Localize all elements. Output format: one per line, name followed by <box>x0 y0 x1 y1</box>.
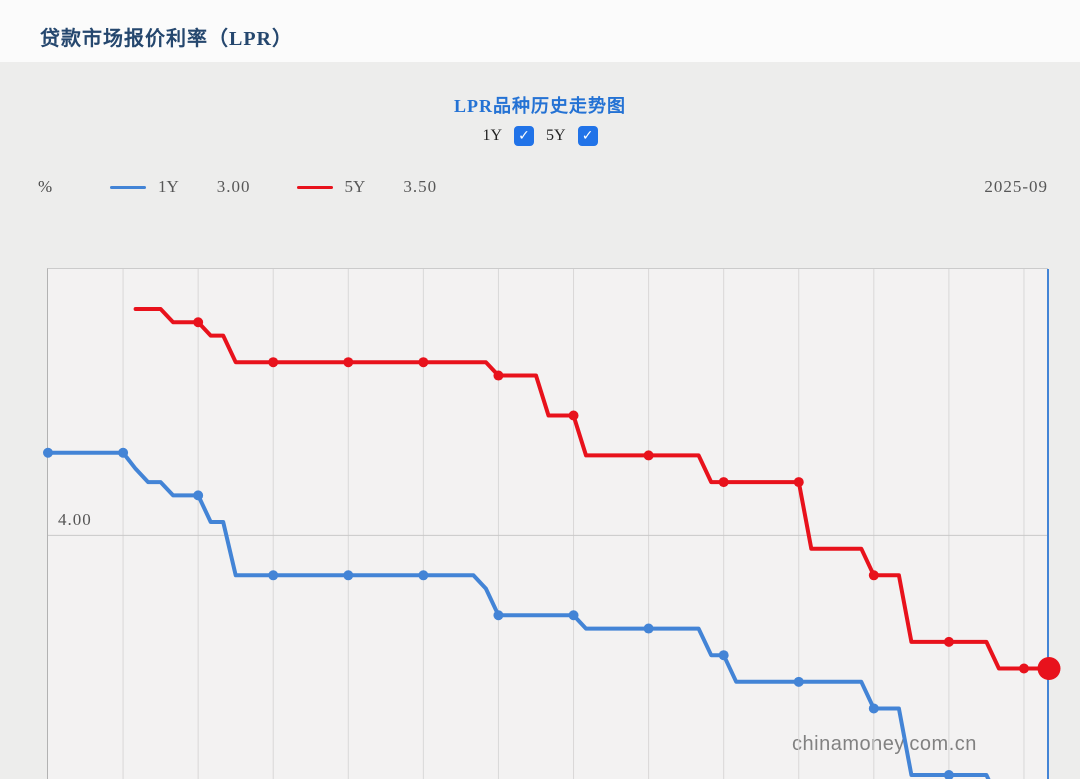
chart-title: LPR品种历史走势图 <box>454 96 626 116</box>
data-point-1y[interactable] <box>193 490 204 501</box>
current-value-dot-5y[interactable] <box>1037 657 1061 681</box>
data-point-5y[interactable] <box>418 357 429 368</box>
chart-canvas[interactable] <box>43 269 1061 779</box>
data-point-1y[interactable] <box>718 650 729 661</box>
data-point-5y[interactable] <box>568 410 579 421</box>
data-point-1y[interactable] <box>868 703 879 714</box>
data-point-1y[interactable] <box>643 623 654 634</box>
legend-item-5y[interactable]: 5Y 3.50 <box>296 177 438 197</box>
data-point-1y[interactable] <box>118 447 129 458</box>
watermark: chinamoney.com.cn <box>792 733 977 755</box>
page-header: 贷款市场报价利率（LPR） <box>0 0 1080 62</box>
data-point-1y[interactable] <box>418 570 429 581</box>
y-axis-unit: % <box>38 177 53 196</box>
legend-name-5y: 5Y <box>344 177 366 196</box>
data-point-5y[interactable] <box>493 370 504 381</box>
checkbox-1y[interactable]: ✓ <box>514 126 534 146</box>
checkmark-icon: ✓ <box>518 128 530 144</box>
data-point-1y[interactable] <box>943 770 954 779</box>
data-point-1y[interactable] <box>268 570 279 581</box>
legend-value-1y: 3.00 <box>216 177 251 196</box>
data-point-1y[interactable] <box>793 676 804 687</box>
legend-value-5y: 3.50 <box>403 177 438 196</box>
data-point-5y[interactable] <box>793 477 804 488</box>
series-line-5y <box>133 307 1051 671</box>
checkmark-icon: ✓ <box>581 128 594 144</box>
plot-area[interactable]: chinamoney.com.cn 4.00 3.00 <box>43 268 1061 779</box>
legend-swatch-1y <box>110 185 146 189</box>
data-point-1y[interactable] <box>493 610 504 621</box>
data-point-5y[interactable] <box>943 636 954 647</box>
data-point-5y[interactable] <box>718 477 729 488</box>
legend-name-1y: 1Y <box>158 177 179 196</box>
y-tick-label: 4.00 <box>58 510 92 530</box>
series-line-1y <box>46 450 991 779</box>
data-point-5y[interactable] <box>343 357 354 368</box>
legend-item-1y[interactable]: 1Y 3.00 <box>110 177 251 197</box>
data-point-5y[interactable] <box>193 317 204 328</box>
series-toggle-row: 1Y ✓ 5Y ✓ <box>0 124 1080 148</box>
page-title: 贷款市场报价利率（LPR） <box>40 28 293 50</box>
data-point-5y[interactable] <box>268 357 279 368</box>
y-tick-label: 3.00 <box>58 777 92 779</box>
toggle-label-5y: 5Y <box>546 127 566 144</box>
current-date-label: 2025-09 <box>984 177 1048 196</box>
data-point-5y[interactable] <box>643 450 654 461</box>
checkbox-5y[interactable]: ✓ <box>577 126 598 146</box>
toggle-label-1y: 1Y <box>482 127 502 144</box>
chart-panel: LPR品种历史走势图 1Y ✓ 5Y ✓ % 1Y 3.00 5Y 3.50 <box>0 62 1080 779</box>
data-point-5y[interactable] <box>868 570 879 581</box>
legend-swatch-5y <box>296 185 333 189</box>
data-point-1y[interactable] <box>568 610 579 621</box>
data-point-1y[interactable] <box>343 570 354 581</box>
data-point-1y[interactable] <box>43 447 53 458</box>
legend-row: % 1Y 3.00 5Y 3.50 2025-09 <box>38 174 1048 200</box>
data-point-5y[interactable] <box>1018 663 1029 674</box>
